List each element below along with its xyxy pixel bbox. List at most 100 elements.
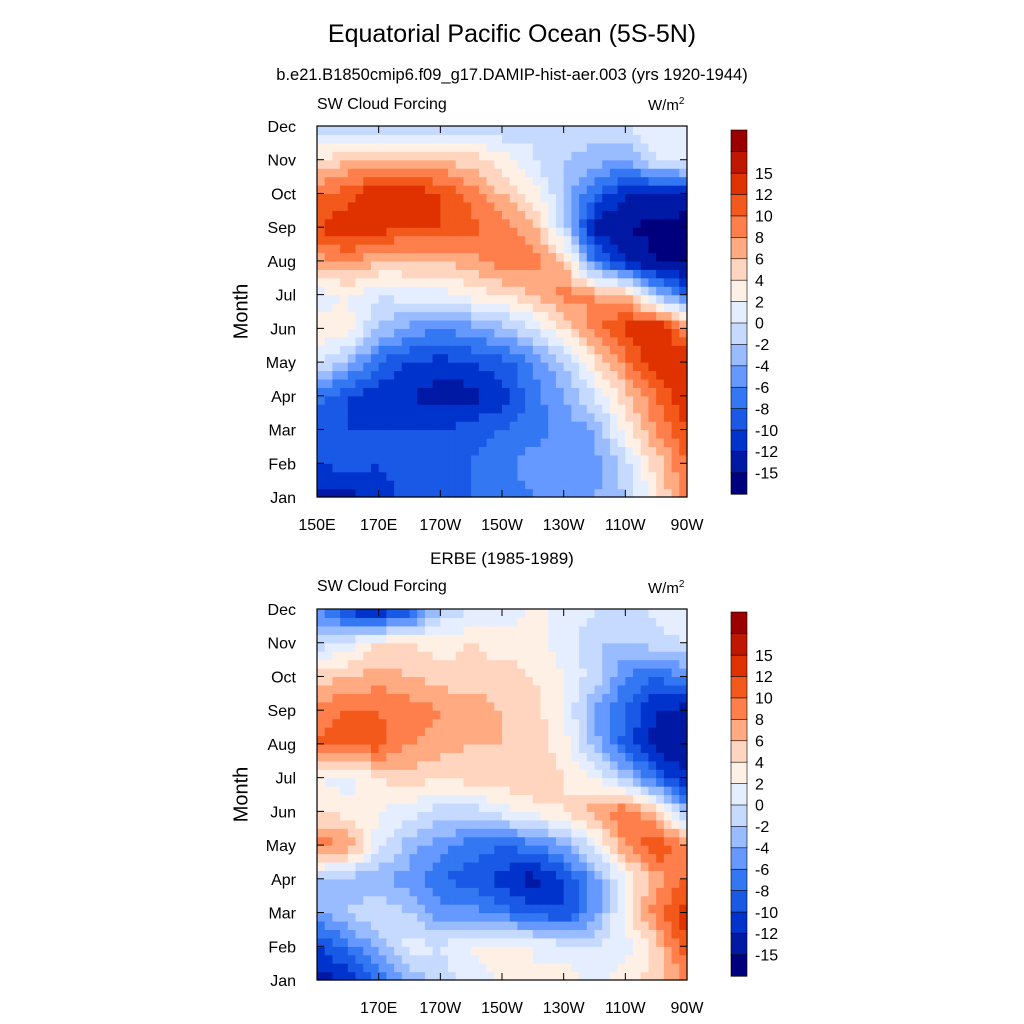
panel2-heat-cell [363, 870, 372, 880]
panel2-heat-cell [324, 878, 334, 888]
panel1-heat-cell [394, 404, 403, 414]
panel1-heat-cell [555, 294, 565, 304]
panel1-heat-cell [532, 429, 542, 439]
panel2-heat-cell [455, 929, 465, 939]
panel1-heat-cell [525, 235, 534, 245]
panel2-heat-cell [324, 946, 334, 956]
panel2-heat-cell [494, 895, 503, 905]
panel1-heat-cell [317, 429, 326, 439]
panel2-heat-cell [579, 819, 588, 829]
panel2-heat-cell [640, 946, 650, 956]
panel1-heat-cell [509, 210, 519, 220]
panel1-heat-cell [378, 454, 387, 464]
panel2-heat-cell [409, 659, 418, 669]
panel1-heat-cell [478, 395, 488, 405]
panel2-heat-cell [424, 971, 434, 981]
panel1-heat-cell [663, 159, 673, 169]
panel1-colorbar-label: -4 [755, 359, 769, 376]
panel1-heat-cell [656, 210, 665, 220]
panel1-heat-cell [579, 303, 588, 313]
panel2-heat-cell [332, 887, 341, 897]
panel2-heat-cell [324, 777, 334, 787]
panel2-heat-cell [602, 887, 611, 897]
panel2-heat-cell [332, 752, 341, 762]
panel1-heat-cell [532, 168, 542, 178]
panel2-heat-cell [532, 861, 542, 871]
panel1-heat-cell [509, 353, 519, 363]
panel1-heat-cell [602, 286, 611, 296]
panel1-heat-cell [448, 294, 457, 304]
panel1-heat-cell [417, 142, 426, 152]
panel1-heat-cell [494, 311, 503, 321]
panel2-heat-cell [525, 684, 534, 694]
panel2-heat-cell [579, 617, 588, 627]
panel1-heat-cell [563, 252, 572, 262]
panel2-heat-cell [517, 802, 526, 812]
panel1-heat-cell [609, 142, 619, 152]
panel2-heat-cell [648, 609, 657, 619]
panel1-colorbar-box [730, 408, 748, 431]
panel1-heat-cell [617, 395, 626, 405]
panel1-heat-cell [586, 185, 596, 195]
panel1-heat-cell [640, 319, 650, 329]
panel1-heat-cell [663, 303, 673, 313]
panel1-heat-cell [324, 319, 334, 329]
panel1-heat-cell [517, 345, 526, 355]
panel2-heat-cell [363, 836, 372, 846]
panel1-heat-cell [386, 319, 395, 329]
panel1-heat-cell [579, 294, 588, 304]
panel2-heat-cell [571, 684, 580, 694]
panel2-heat-cell [324, 887, 334, 897]
panel2-heat-cell [386, 845, 395, 855]
panel1-heat-cell [609, 412, 619, 422]
panel2-heat-cell [509, 634, 519, 644]
panel2-heat-cell [494, 710, 503, 720]
panel2-heat-cell [340, 904, 349, 914]
panel2-heat-cell [317, 845, 326, 855]
panel1-heat-cell [517, 218, 526, 228]
panel2-heat-cell [617, 735, 626, 745]
panel1-left-title: SW Cloud Forcing [317, 96, 447, 113]
panel1-heat-cell [370, 404, 380, 414]
panel2-heat-cell [532, 819, 542, 829]
panel1-heat-cell [594, 362, 603, 372]
panel1-heat-cell [671, 142, 680, 152]
panel1-heat-cell [494, 142, 503, 152]
panel2-heat-cell [648, 971, 657, 981]
panel2-heat-cell [363, 617, 372, 627]
panel1-heat-cell [502, 336, 511, 346]
panel1-heat-cell [424, 353, 434, 363]
panel1-heat-cell [594, 294, 603, 304]
panel1-heat-cell [586, 201, 596, 211]
panel2-heat-cell [532, 701, 542, 711]
panel2-heat-cell [394, 853, 403, 863]
panel2-heat-cell [401, 853, 411, 863]
panel2-heat-cell [679, 676, 688, 686]
panel1-heat-cell [370, 446, 380, 456]
panel2-heat-cell [386, 895, 395, 905]
panel2-heat-cell [332, 659, 341, 669]
panel2-heat-cell [633, 760, 642, 770]
panel2-heat-cell [663, 777, 673, 787]
panel2-heat-cell [540, 786, 549, 796]
panel1-heat-cell [486, 142, 495, 152]
panel1-heat-cell [486, 404, 495, 414]
panel2-heat-cell [540, 752, 549, 762]
panel1-heat-cell [455, 218, 465, 228]
panel1-heat-cell [486, 277, 495, 287]
panel2-heat-cell [594, 946, 603, 956]
panel1-heat-cell [471, 244, 480, 254]
panel1-heat-cell [486, 218, 495, 228]
panel2-heat-cell [648, 937, 657, 947]
panel1-heat-cell [363, 176, 372, 186]
panel2-heat-cell [509, 625, 519, 635]
panel1-heat-cell [432, 370, 441, 380]
panel1-heat-cell [602, 328, 611, 338]
panel1-heat-cell [656, 446, 665, 456]
panel2-heat-cell [417, 946, 426, 956]
panel1-heat-cell [502, 395, 511, 405]
panel2-heat-cell [671, 819, 680, 829]
panel1-heat-cell [455, 260, 465, 270]
panel1-heat-cell [648, 412, 657, 422]
panel1-heat-cell [478, 336, 488, 346]
